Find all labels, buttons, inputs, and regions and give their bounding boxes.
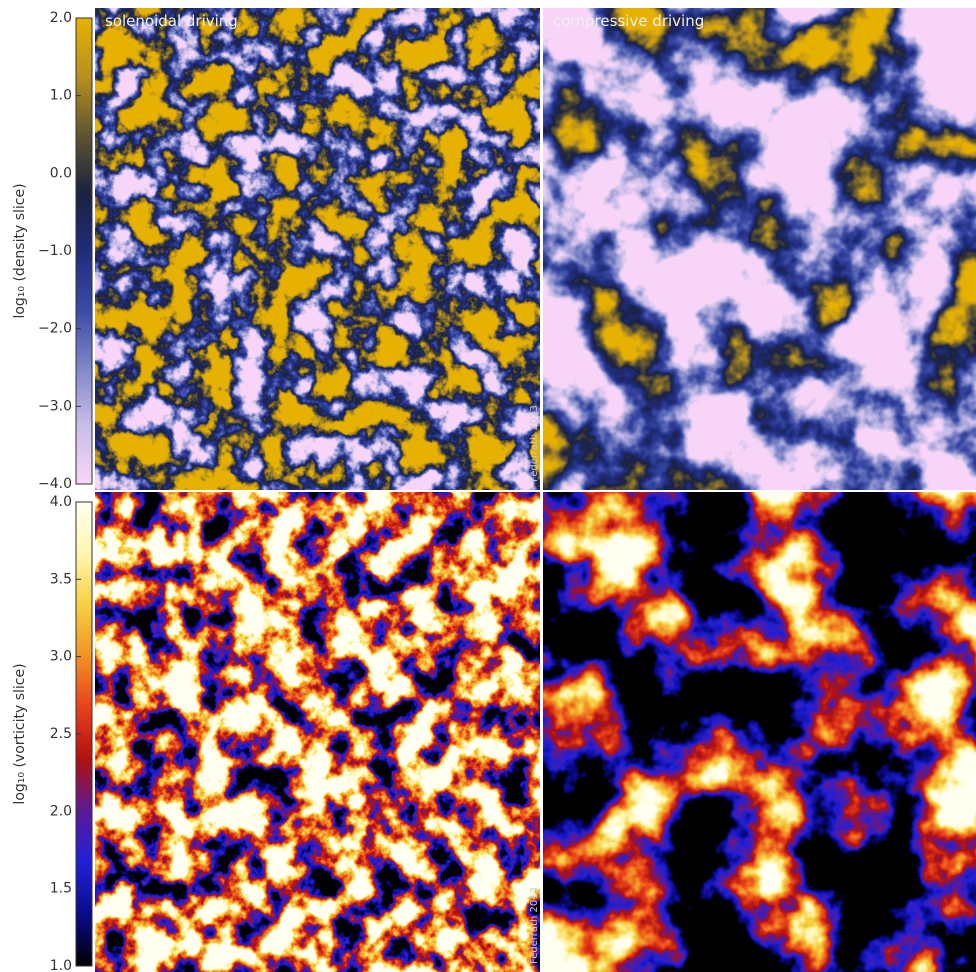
tick-label: 4.0 [50,494,72,510]
tick-label: 1.5 [50,881,72,897]
tick-label: 2.0 [50,10,72,26]
page: −4.0 −3.0 −2.0 −1.0 0.0 1.0 2.0 log₁₀ (density … [0,0,976,972]
simulation-panel [95,492,540,972]
tick-label: 3.0 [50,649,72,665]
simulation-panel [543,8,976,490]
tick-label: 1.0 [50,958,72,972]
figure: −4.0 −3.0 −2.0 −1.0 0.0 1.0 2.0 log₁₀ (density … [0,0,976,972]
axis-label: log₁₀ (vorticity slice) [12,663,28,804]
axis-label: log₁₀ (density slice) [12,183,28,318]
tick-label: −4.0 [38,476,72,492]
tick-label: −3.0 [38,398,72,414]
tick-label: −1.0 [38,243,72,259]
credit: Federrath 2013 [529,887,540,964]
tick-label: −2.0 [38,321,72,337]
tick-label: 1.0 [50,88,72,104]
tick-label: 2.0 [50,803,72,819]
simulation-panel [543,492,976,972]
credit: Federrath 2013 [529,405,540,482]
tick-label: 2.5 [50,726,72,742]
panel-title: solenoidal driving [105,12,238,30]
simulation-panel [95,8,540,490]
tick-label: 3.5 [50,571,72,587]
tick-label: 0.0 [50,165,72,181]
panel-title: compressive driving [553,12,704,30]
